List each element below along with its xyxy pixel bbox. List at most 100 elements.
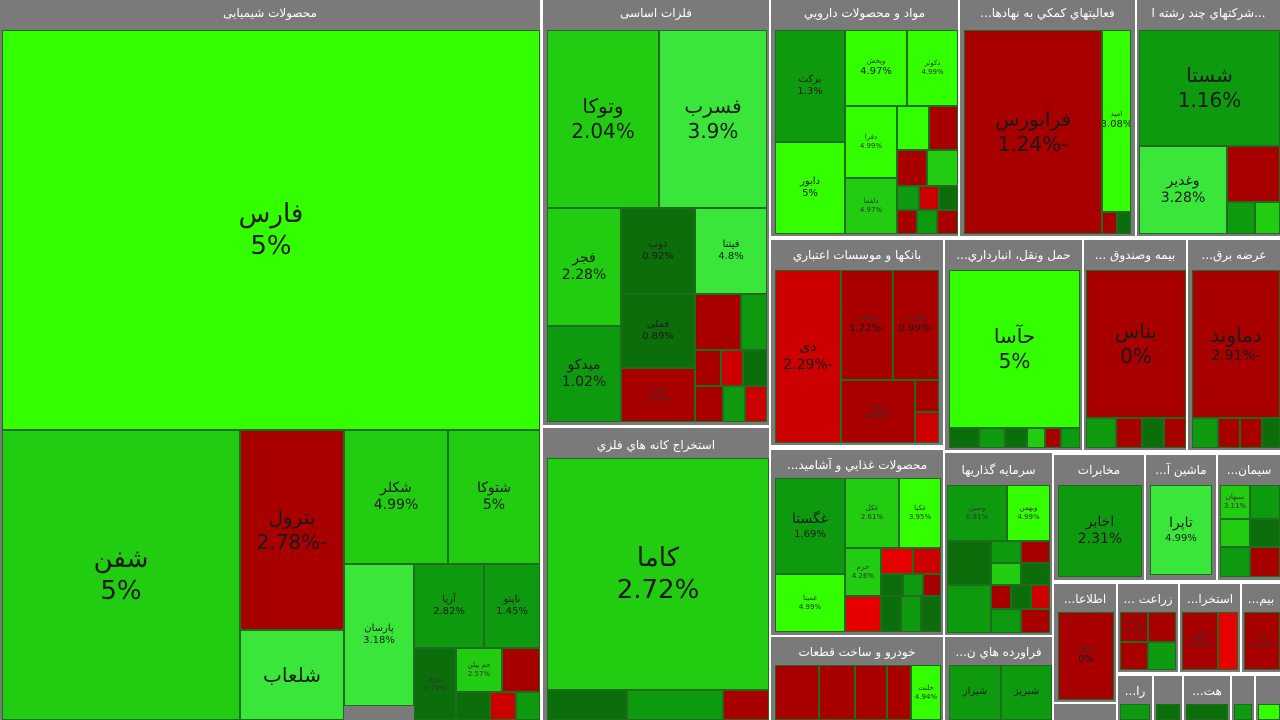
- tile-small[interactable]: [1120, 704, 1150, 720]
- tile-small[interactable]: [881, 596, 901, 632]
- tile-small[interactable]: [1258, 704, 1280, 720]
- tile-small[interactable]: [915, 380, 939, 412]
- tile-small[interactable]: [1148, 612, 1176, 642]
- tile-small[interactable]: [502, 648, 540, 692]
- tile-small[interactable]: [947, 585, 991, 633]
- tile-vbsader[interactable]: وبصادر -1.22%: [841, 270, 893, 380]
- tile-small[interactable]: [897, 150, 927, 186]
- tile-kharam[interactable]: خرم 4.26%: [845, 548, 881, 596]
- tile-small[interactable]: [1086, 418, 1116, 448]
- tile-fajr[interactable]: فجر 2.28%: [547, 208, 621, 326]
- tile-damavand[interactable]: دماوند -2.91%: [1192, 270, 1280, 418]
- tile-small[interactable]: [1192, 418, 1218, 448]
- tile-small[interactable]: [949, 428, 979, 448]
- tile-small[interactable]: [1005, 428, 1027, 448]
- tile-small[interactable]: [991, 609, 1021, 633]
- tile-parsan[interactable]: پارسان 3.18%: [344, 564, 414, 706]
- tile-small[interactable]: [1116, 418, 1142, 448]
- tile-small[interactable]: [1250, 547, 1280, 577]
- tile-daboor[interactable]: دابور 5%: [775, 142, 845, 234]
- tile-small[interactable]: [1011, 585, 1031, 609]
- tile-shafan[interactable]: شفن 5%: [2, 430, 240, 720]
- tile-small[interactable]: [1255, 202, 1280, 234]
- tile-small[interactable]: [881, 548, 913, 574]
- tile-aber[interactable]: اخابر 2.31%: [1058, 485, 1142, 577]
- tile-ariya[interactable]: آریا 2.82%: [414, 564, 484, 648]
- tile-small[interactable]: [1220, 519, 1250, 547]
- tile-small[interactable]: [1227, 202, 1255, 234]
- tile-small[interactable]: [923, 574, 941, 596]
- tile-daktor[interactable]: دکوثر 4.99%: [907, 30, 958, 106]
- tile-small[interactable]: [1250, 519, 1280, 547]
- tile-small[interactable]: [901, 596, 921, 632]
- tile-fesrab[interactable]: فسرب 3.9%: [659, 30, 767, 208]
- tile-small[interactable]: [723, 690, 769, 720]
- tile-tapra[interactable]: تاپرا 4.99%: [1150, 485, 1212, 575]
- tile-small[interactable]: [915, 412, 939, 443]
- tile-vbmellat[interactable]: وبملت -0.98%: [841, 380, 915, 443]
- tile-small[interactable]: [1227, 146, 1280, 202]
- tile-barol[interactable]: بترول -2.78%: [240, 430, 344, 630]
- tile-small[interactable]: [1021, 541, 1050, 563]
- tile-small[interactable]: [1148, 642, 1176, 670]
- tile-small[interactable]: [721, 350, 743, 386]
- tile-small[interactable]: [1120, 642, 1148, 670]
- tile-vibhsh[interactable]: وپخش 4.97%: [845, 30, 907, 106]
- tile-small[interactable]: [921, 596, 941, 632]
- tile-shalab[interactable]: شلعاب: [240, 630, 344, 720]
- tile-small[interactable]: [1186, 704, 1228, 720]
- tile-small[interactable]: [979, 428, 1005, 448]
- tile-fars[interactable]: فارس 5%: [2, 30, 540, 430]
- tile-small[interactable]: [1102, 212, 1117, 234]
- tile-shiraz[interactable]: شیراز: [949, 665, 1001, 720]
- tile-dalqra[interactable]: دلقما 4.97%: [845, 178, 897, 234]
- tile-bnas[interactable]: بناس 0%: [1086, 270, 1186, 418]
- tile-midko[interactable]: میدکو 1.02%: [547, 326, 621, 422]
- tile-jam[interactable]: جم پیلن 2.57%: [456, 648, 502, 692]
- tile-sabhan[interactable]: سبهان 3.11%: [1220, 485, 1250, 519]
- tile-small[interactable]: [881, 574, 903, 596]
- tile-shaklar[interactable]: شکلر 4.99%: [344, 430, 448, 564]
- tile-small[interactable]: [939, 186, 958, 210]
- tile-shasta[interactable]: شستا 1.16%: [1139, 30, 1280, 146]
- tile-small[interactable]: [1142, 418, 1164, 448]
- tile-farm-a[interactable]: زراعت 0.7%: [1120, 612, 1148, 642]
- tile-small[interactable]: [1234, 704, 1252, 720]
- tile-ext-a[interactable]: کگهر 0.45%: [1182, 612, 1218, 670]
- tile-small[interactable]: [991, 585, 1011, 609]
- tile-kama[interactable]: کاما 2.72%: [547, 458, 769, 690]
- tile-nori[interactable]: نوری 0.79%: [414, 648, 456, 720]
- tile-barket[interactable]: برکت 1.3%: [775, 30, 845, 142]
- tile-shetoka[interactable]: شتوکا 5%: [448, 430, 540, 564]
- tile-small[interactable]: [695, 386, 723, 422]
- tile-napko[interactable]: ناپتو 1.45%: [484, 564, 540, 648]
- tile-small[interactable]: [775, 665, 819, 720]
- tile-ghegasta[interactable]: غگستا 1.69%: [775, 478, 845, 574]
- tile-small[interactable]: [845, 596, 881, 632]
- tile-small[interactable]: [723, 386, 745, 422]
- tile-vghadir[interactable]: وغدیر 3.28%: [1139, 146, 1227, 234]
- tile-small[interactable]: [819, 665, 855, 720]
- tile-khadent[interactable]: خلنت 4.94%: [911, 665, 941, 720]
- tile-small[interactable]: [1218, 612, 1238, 670]
- tile-vbhmn[interactable]: وبهمن 4.99%: [1007, 485, 1050, 541]
- tile-shabriz[interactable]: شبریز: [1001, 665, 1052, 720]
- tile-small[interactable]: [913, 548, 941, 574]
- tile-ghamina[interactable]: غمینا 4.99%: [775, 574, 845, 632]
- tile-omid[interactable]: امید 3.08%: [1102, 30, 1131, 212]
- tile-day[interactable]: دی -2.29%: [775, 270, 841, 443]
- tile-small[interactable]: [490, 692, 516, 720]
- tile-small[interactable]: [1240, 418, 1262, 448]
- tile-small[interactable]: [887, 665, 911, 720]
- tile-small[interactable]: [627, 690, 723, 720]
- tile-small[interactable]: [1061, 428, 1080, 448]
- tile-doo[interactable]: ذوب 0.92%: [621, 208, 695, 294]
- tile-small[interactable]: [927, 150, 958, 186]
- tile-ghaknia[interactable]: غکیا 3.95%: [899, 478, 941, 548]
- tile-small[interactable]: [929, 106, 958, 150]
- tile-small[interactable]: [1220, 547, 1250, 577]
- tile-small[interactable]: [937, 210, 958, 234]
- tile-vtjarat[interactable]: وتجارت -0.99%: [893, 270, 939, 380]
- tile-small[interactable]: [897, 186, 919, 210]
- tile-small[interactable]: [1021, 563, 1050, 585]
